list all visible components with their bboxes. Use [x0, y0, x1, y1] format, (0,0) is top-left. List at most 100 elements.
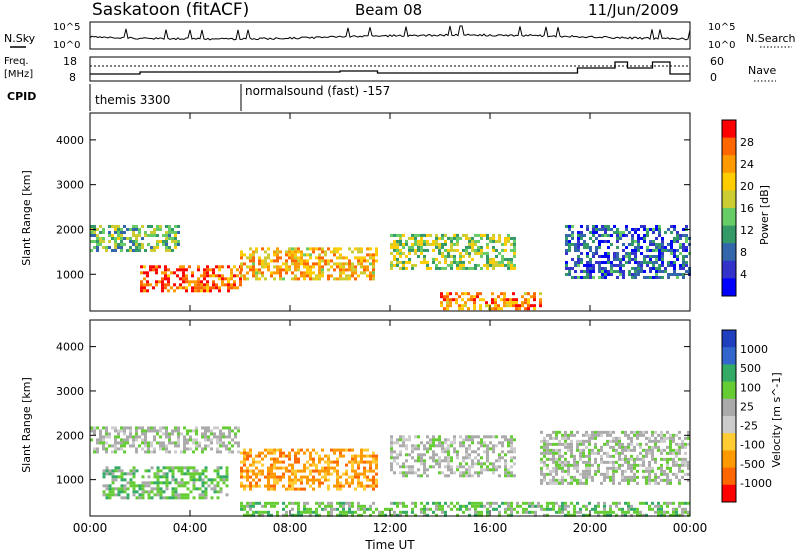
echo-cell	[114, 426, 117, 430]
echo-cell	[108, 469, 112, 473]
echo-cell	[399, 233, 402, 237]
echo-cell	[631, 227, 634, 231]
echo-cell	[576, 469, 579, 473]
echo-cell	[615, 501, 618, 505]
echo-cell	[396, 260, 399, 264]
echo-cell	[687, 510, 690, 514]
echo-cell	[276, 250, 279, 254]
echo-cell	[156, 469, 160, 473]
echo-cell	[480, 468, 483, 472]
echo-cell	[606, 460, 609, 464]
echo-cell	[123, 438, 126, 442]
echo-cell	[652, 239, 655, 243]
echo-cell	[684, 436, 687, 440]
echo-cell	[661, 254, 664, 258]
echo-cell	[174, 487, 178, 491]
echo-cell	[291, 253, 294, 257]
echo-cell	[221, 265, 224, 269]
echo-cell	[604, 224, 607, 228]
echo-cell	[282, 507, 285, 511]
echo-cell	[663, 439, 666, 443]
echo-cell	[619, 263, 622, 267]
echo-cell	[294, 478, 297, 482]
echo-cell	[146, 280, 149, 284]
echo-cell	[630, 513, 633, 517]
freq-left-label-1: Freq.	[4, 56, 29, 67]
echo-cell	[612, 478, 615, 482]
echo-cell	[603, 451, 606, 455]
echo-cell	[670, 224, 673, 228]
echo-cell	[564, 463, 567, 467]
echo-cell	[652, 242, 655, 246]
echo-cell	[282, 513, 285, 517]
echo-cell	[603, 507, 606, 511]
echo-cell	[96, 248, 99, 252]
echo-cell	[393, 242, 396, 246]
echo-cell	[300, 469, 303, 473]
echo-cell	[477, 501, 480, 505]
echo-cell	[459, 257, 462, 261]
echo-cell	[390, 245, 393, 249]
echo-cell	[102, 490, 106, 494]
echo-cell	[446, 307, 449, 311]
echo-cell	[339, 448, 342, 452]
echo-cell	[684, 510, 687, 514]
echo-cell	[640, 245, 643, 249]
echo-cell	[159, 426, 162, 430]
echo-cell	[372, 510, 375, 514]
echo-cell	[162, 233, 165, 237]
echo-cell	[627, 436, 630, 440]
echo-cell	[450, 444, 453, 448]
echo-cell	[93, 230, 96, 234]
echo-cell	[150, 487, 154, 491]
echo-cell	[504, 257, 507, 261]
echo-cell	[570, 442, 573, 446]
echo-cell	[357, 478, 360, 482]
echo-cell	[90, 438, 93, 442]
echo-cell	[297, 259, 300, 263]
echo-cell	[666, 460, 669, 464]
echo-cell	[129, 227, 132, 231]
echo-cell	[673, 260, 676, 264]
echo-cell	[565, 236, 568, 240]
echo-cell	[573, 454, 576, 458]
echo-cell	[595, 245, 598, 249]
echo-cell	[443, 307, 446, 311]
echo-cell	[336, 513, 339, 517]
echo-cell	[543, 439, 546, 443]
echo-cell	[615, 439, 618, 443]
echo-cell	[468, 453, 471, 457]
echo-cell	[465, 474, 468, 478]
echo-cell	[510, 471, 513, 475]
echo-cell	[648, 469, 651, 473]
echo-cell	[144, 481, 148, 485]
echo-cell	[102, 435, 105, 439]
echo-cell	[192, 484, 196, 488]
echo-cell	[182, 280, 185, 284]
echo-cell	[501, 257, 504, 261]
echo-cell	[607, 251, 610, 255]
echo-cell	[636, 433, 639, 437]
echo-cell	[336, 457, 339, 461]
echo-cell	[672, 436, 675, 440]
echo-cell	[494, 304, 497, 308]
echo-cell	[372, 457, 375, 461]
echo-cell	[267, 481, 270, 485]
echo-cell	[654, 442, 657, 446]
echo-cell	[297, 510, 300, 514]
echo-cell	[561, 501, 564, 505]
echo-cell	[200, 289, 203, 293]
echo-cell	[206, 280, 209, 284]
echo-cell	[592, 227, 595, 231]
echo-cell	[102, 230, 105, 234]
echo-cell	[240, 484, 243, 488]
echo-cell	[144, 429, 147, 433]
echo-cell	[264, 277, 267, 281]
echo-cell	[165, 233, 168, 237]
echo-cell	[102, 475, 106, 479]
echo-cell	[96, 245, 99, 249]
echo-cell	[261, 247, 264, 251]
echo-cell	[144, 230, 147, 234]
echo-cell	[399, 236, 402, 240]
